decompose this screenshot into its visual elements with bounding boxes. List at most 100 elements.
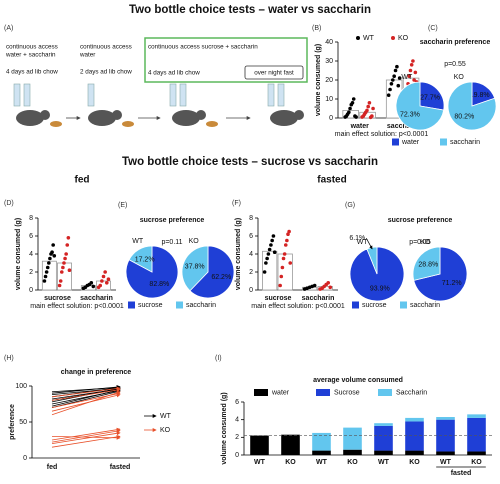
pie-slice (125, 245, 179, 299)
panel-label: (I) (215, 355, 222, 362)
data-point (52, 254, 57, 258)
data-point (42, 279, 47, 283)
data-point (278, 283, 282, 288)
data-point (397, 76, 402, 80)
legend-label: KO (160, 427, 171, 434)
slice-label: 19.8% (470, 92, 490, 99)
pie-slice (128, 245, 153, 273)
legend-label: saccharin (186, 302, 216, 309)
bar (359, 111, 376, 119)
y-tick-label: 4 (235, 417, 239, 424)
data-point (51, 243, 55, 247)
slice-label: 17.2% (135, 257, 155, 264)
group-label: fasted (451, 470, 472, 477)
y-tick-label: 6 (235, 399, 239, 406)
data-point (388, 87, 392, 92)
bar-segment (343, 427, 362, 450)
step-note: 2 days ad lib chow (80, 69, 132, 76)
bar-segment (405, 417, 424, 422)
data-point (264, 261, 268, 265)
step-text: water + saccharin (5, 52, 56, 59)
pie-title: saccharin preference (420, 39, 491, 46)
data-point (269, 243, 273, 247)
data-point (409, 63, 414, 67)
chart-title: average volume consumed (313, 377, 403, 384)
data-point (354, 115, 358, 119)
y-tick-label: 6 (249, 233, 253, 240)
pie-subtitle: p=0.05 (409, 239, 431, 246)
subject-line (51, 434, 121, 448)
y-tick-label: 0 (29, 287, 33, 294)
step-text: water (79, 52, 95, 59)
x-tick-label: sucrose (265, 295, 292, 302)
pie-name: KO (454, 74, 465, 81)
slice-label: 37.8% (185, 263, 205, 270)
bar-segment (467, 451, 486, 455)
legend-label: water (271, 389, 290, 396)
legend-label: Sucrose (334, 389, 360, 396)
pie-slice (447, 81, 497, 131)
legend-swatch (128, 301, 135, 309)
x-tick-label: KO (409, 459, 420, 466)
y-tick-label: 0 (249, 287, 253, 294)
pie-subtitle: p=0.11 (161, 239, 182, 246)
pie-name: KO (420, 239, 431, 246)
y-tick-label: 2 (29, 269, 33, 276)
data-point (285, 238, 289, 243)
mice (16, 110, 304, 126)
data-point (103, 270, 107, 274)
pie-name: WT (401, 74, 413, 81)
data-point (272, 250, 277, 254)
y-tick-label: 30 (325, 58, 333, 65)
y-tick-label: 0 (329, 115, 333, 122)
bar-segment (250, 435, 269, 455)
data-point (62, 261, 66, 265)
legend-swatch (378, 389, 392, 396)
data-point (326, 281, 331, 285)
bar-segment (467, 417, 486, 452)
x-tick-label: WT (440, 459, 452, 466)
data-point (371, 106, 375, 111)
slice-label: 82.8% (149, 281, 169, 288)
data-point (266, 252, 271, 256)
x-tick-label: fed (47, 464, 58, 471)
pie-slice (181, 245, 209, 292)
data-point (281, 256, 286, 261)
slice-label: 80.2% (454, 114, 474, 121)
bottles (13, 83, 285, 107)
legend-label: WT (160, 413, 172, 420)
label-arrow (365, 238, 373, 250)
panel-label: (H) (4, 355, 14, 362)
legend-label: WT (363, 35, 375, 42)
legend-swatch (316, 389, 330, 396)
data-point (262, 270, 267, 274)
slice-label: 27.7% (420, 94, 440, 101)
legend-label: saccharin (450, 139, 480, 146)
legend-marker (391, 36, 395, 40)
step-note: 4 days ad lib chow (148, 70, 200, 77)
bar (41, 260, 57, 291)
data-point (89, 281, 94, 285)
y-tick-label: 2 (249, 269, 253, 276)
x-tick-label: KO (347, 459, 358, 466)
legend-swatch (440, 138, 447, 146)
fast-box (244, 65, 304, 80)
panel-label: (G) (345, 202, 355, 209)
bar (342, 110, 359, 119)
data-point (106, 277, 111, 282)
pie-slice (395, 81, 445, 131)
data-point (370, 114, 374, 118)
subject-line (51, 385, 121, 393)
y-tick-label: 100 (15, 383, 27, 390)
data-point (98, 283, 103, 288)
pie-title: sucrose preference (140, 217, 205, 224)
data-point (48, 256, 52, 261)
step-note: 4 days ad lib chow (6, 69, 58, 76)
data-point (265, 256, 269, 261)
protocol-diagram: (A) continuous access water + saccharin … (4, 25, 308, 127)
pie-name: WT (132, 238, 144, 245)
figure-title: Two bottle choice tests – sucrose vs sac… (122, 156, 378, 168)
data-point (91, 284, 96, 289)
data-point (393, 68, 398, 73)
